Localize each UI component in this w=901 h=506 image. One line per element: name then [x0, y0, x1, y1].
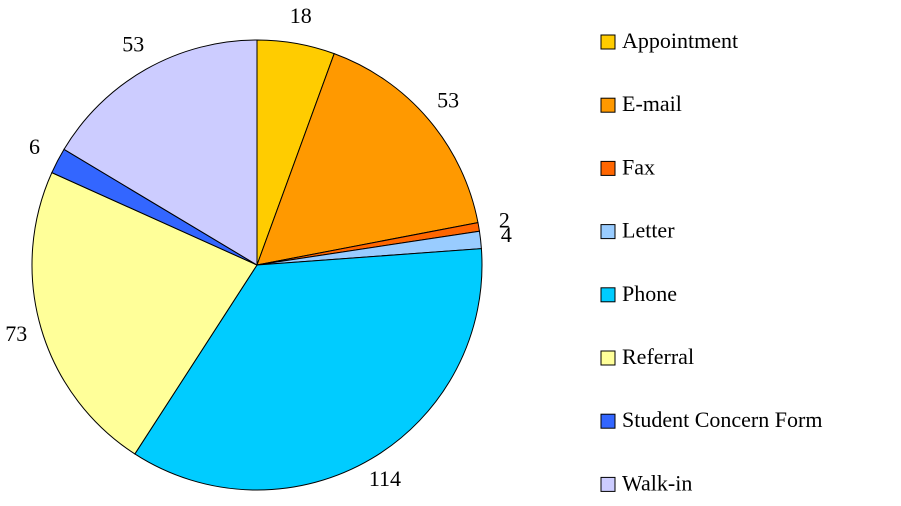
- legend-label: Walk-in: [622, 470, 692, 495]
- legend-swatch: [600, 160, 616, 176]
- legend-swatch: [600, 34, 616, 50]
- data-label: 53: [122, 32, 144, 57]
- legend-swatch: [600, 224, 616, 240]
- data-label: 73: [5, 321, 27, 346]
- legend-label: Referral: [622, 344, 694, 369]
- legend-swatch: [600, 97, 616, 113]
- legend-label: Fax: [622, 154, 655, 179]
- data-label: 53: [437, 87, 459, 112]
- legend-swatch: [600, 413, 616, 429]
- legend-label: Appointment: [622, 28, 738, 53]
- legend-label: Phone: [622, 281, 677, 306]
- data-label: 6: [29, 134, 40, 159]
- data-label: 2: [499, 208, 510, 233]
- legend-swatch: [600, 287, 616, 303]
- pie-slice: [134, 248, 483, 491]
- data-label: 18: [290, 3, 312, 28]
- legend-label: Letter: [622, 218, 675, 243]
- pie-slice: [31, 171, 258, 455]
- data-label: 114: [369, 466, 401, 491]
- pie-slice: [63, 39, 258, 266]
- data-label: 4: [501, 222, 512, 247]
- pie-slice: [256, 53, 479, 266]
- legend-label: E-mail: [622, 91, 682, 116]
- legend-swatch: [600, 350, 616, 366]
- legend-swatch: [600, 476, 616, 492]
- legend-label: Student Concern Form: [622, 407, 822, 432]
